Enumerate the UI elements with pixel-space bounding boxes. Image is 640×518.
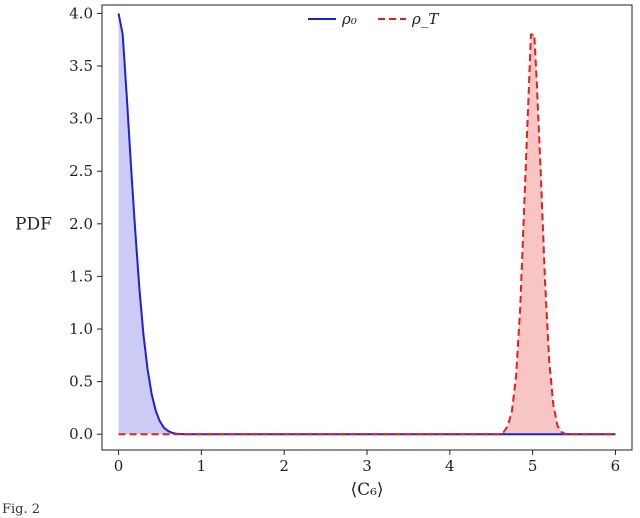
- y-tick-label: 1.0: [69, 320, 93, 338]
- y-tick-label: 4.0: [69, 4, 93, 22]
- legend-label-0: ρ₀: [341, 10, 357, 28]
- y-tick-label: 3.5: [69, 57, 93, 75]
- x-tick-label: 3: [362, 457, 372, 475]
- y-tick-label: 1.5: [69, 267, 93, 285]
- figure-caption: Fig. 2: [2, 502, 41, 517]
- x-tick-label: 5: [528, 457, 538, 475]
- y-tick-label: 3.0: [69, 110, 93, 128]
- x-axis-label: ⟨C₆⟩: [350, 480, 383, 500]
- x-tick-label: 2: [279, 457, 289, 475]
- axes-frame: [101, 4, 633, 451]
- pdf-chart: 0 1 2 3 4 5 6 0.0 0.5 1.0 1.5 2.0 2.5 3.0 3.5 4.0 ⟨C₆⟩ PD…: [15, 4, 633, 500]
- y-tick-label: 0.0: [69, 425, 93, 443]
- y-tick-label: 2.5: [69, 162, 93, 180]
- y-tick-label: 2.0: [69, 215, 93, 233]
- series-1-line: [118, 33, 616, 436]
- x-tick-label: 1: [197, 457, 207, 475]
- y-tick-label: 0.5: [69, 373, 93, 391]
- legend-label-1: ρ_T: [411, 10, 439, 28]
- x-tick-label: 6: [611, 457, 621, 475]
- x-tick-label: 4: [445, 457, 455, 475]
- x-tick-label: 0: [114, 457, 124, 475]
- y-axis-label: PDF: [15, 215, 52, 235]
- series-1-area: [118, 34, 616, 435]
- plot-area: 0 1 2 3 4 5 6 0.0 0.5 1.0 1.5 2.0 2.5 3.0 3.5 4.0 ⟨C₆⟩ PD…: [15, 4, 633, 500]
